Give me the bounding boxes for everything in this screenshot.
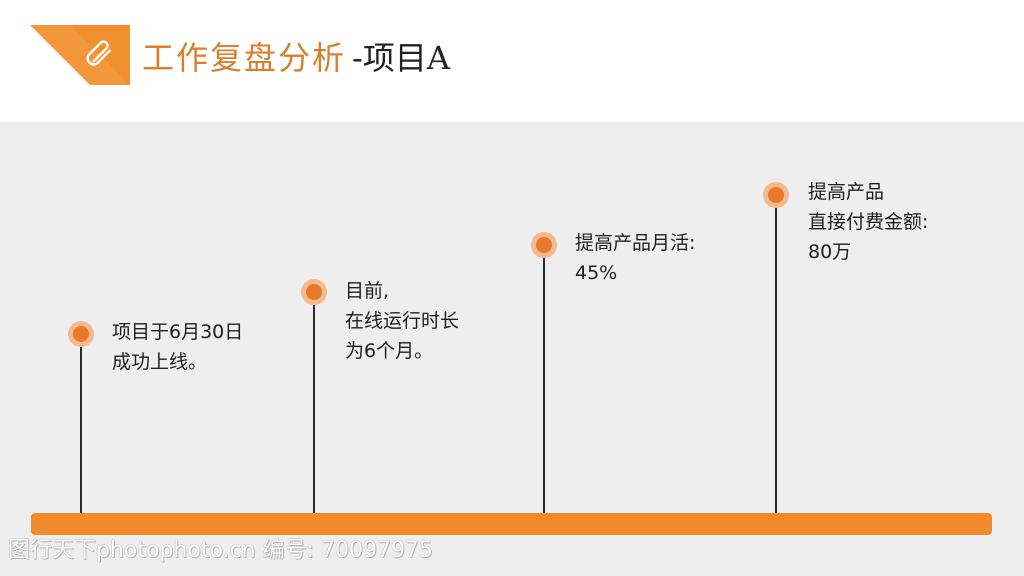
milestone-stem xyxy=(775,195,777,514)
milestone-dot-icon xyxy=(531,232,557,258)
milestone-line: 在线运行时长 xyxy=(345,310,460,332)
milestone-dot-icon xyxy=(68,321,94,347)
slide-header: 工作复盘分析 -项目A xyxy=(0,0,1024,122)
paperclip-icon xyxy=(30,25,130,85)
milestone-stem xyxy=(313,292,315,514)
milestone-stem xyxy=(543,245,545,514)
timeline-bar xyxy=(31,513,992,535)
watermark-text: 图行天下photophoto.cn 编号: 70097975 xyxy=(8,538,433,563)
title-subtitle: -项目A xyxy=(352,39,450,77)
milestone-line: 目前, xyxy=(345,280,390,302)
milestone-line: 直接付费金额: xyxy=(808,211,929,233)
milestone-label: 提高产品 直接付费金额: 80万 xyxy=(808,177,928,267)
timeline-panel xyxy=(0,122,1024,576)
milestone-line: 提高产品月活: xyxy=(575,232,696,254)
milestone-stem xyxy=(80,334,82,514)
milestone-line: 45% xyxy=(575,262,618,284)
title-main: 工作复盘分析 xyxy=(142,39,347,77)
milestone-label: 目前, 在线运行时长 为6个月。 xyxy=(345,276,459,366)
milestone-line: 80万 xyxy=(808,241,852,263)
milestone-dot-icon xyxy=(763,182,789,208)
milestone-line: 项目于6月30日 xyxy=(112,321,244,343)
milestone-label: 项目于6月30日 成功上线。 xyxy=(112,317,243,377)
milestone-line: 提高产品 xyxy=(808,181,885,203)
page-title: 工作复盘分析 -项目A xyxy=(142,36,450,80)
milestone-line: 为6个月。 xyxy=(345,340,434,362)
milestone-line: 成功上线。 xyxy=(112,351,208,373)
milestone-dot-icon xyxy=(301,279,327,305)
milestone-label: 提高产品月活: 45% xyxy=(575,228,695,288)
